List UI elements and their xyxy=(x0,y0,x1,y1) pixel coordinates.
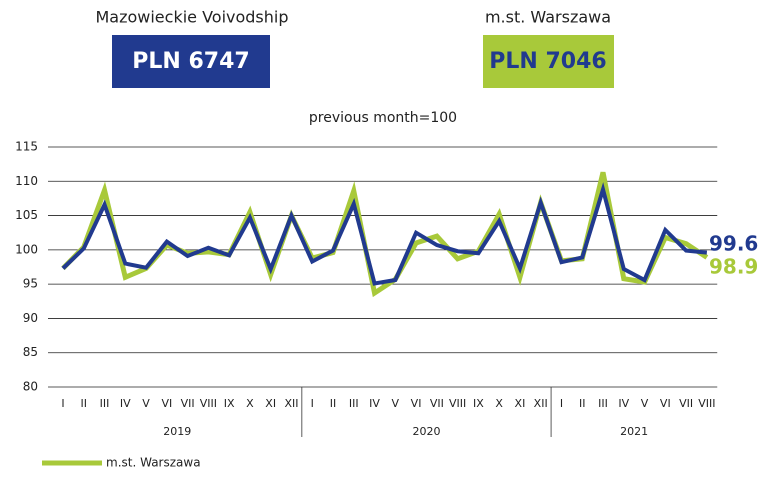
summary-value: PLN 7046 xyxy=(489,49,606,74)
y-tick-label: 105 xyxy=(15,208,38,222)
y-tick-label: 100 xyxy=(15,242,38,256)
x-tick-label: IX xyxy=(473,397,484,410)
x-tick-label: XII xyxy=(534,397,548,410)
x-tick-label: II xyxy=(579,397,586,410)
x-group-label: 2019 xyxy=(163,425,191,438)
x-tick-label: III xyxy=(598,397,608,410)
summary-box xyxy=(112,35,270,88)
x-tick-label: XI xyxy=(265,397,276,410)
x-tick-label: VI xyxy=(660,397,671,410)
subtitle: previous month=100 xyxy=(309,110,457,126)
x-tick-label: II xyxy=(330,397,337,410)
x-tick-label: VIII xyxy=(449,397,466,410)
x-tick-label: VII xyxy=(430,397,444,410)
x-tick-label: I xyxy=(311,397,314,410)
x-tick-label: III xyxy=(100,397,110,410)
x-tick-label: VIII xyxy=(200,397,217,410)
x-tick-label: IV xyxy=(120,397,131,410)
header-name: m.st. Warszawa xyxy=(485,8,611,27)
series-line xyxy=(61,182,708,286)
x-tick-label: X xyxy=(246,397,254,410)
x-tick-label: VI xyxy=(411,397,422,410)
legend-label: m.st. Warszawa xyxy=(106,456,201,470)
end-label: 98.9 xyxy=(709,255,758,279)
x-tick-label: XI xyxy=(515,397,526,410)
x-tick-label: VII xyxy=(679,397,693,410)
x-tick-label: I xyxy=(61,397,64,410)
end-label: 99.6 xyxy=(709,232,758,256)
x-tick-label: V xyxy=(392,397,400,410)
y-tick-label: 110 xyxy=(15,174,38,188)
x-tick-label: IV xyxy=(618,397,629,410)
x-tick-label: X xyxy=(495,397,503,410)
summary-value: PLN 6747 xyxy=(132,49,249,74)
x-tick-label: I xyxy=(560,397,563,410)
x-tick-label: V xyxy=(641,397,649,410)
y-tick-label: 80 xyxy=(23,380,38,394)
y-tick-label: 115 xyxy=(15,140,38,154)
x-tick-label: II xyxy=(81,397,88,410)
y-tick-label: 95 xyxy=(23,277,38,291)
x-tick-label: III xyxy=(349,397,359,410)
x-group-label: 2020 xyxy=(412,425,440,438)
x-tick-label: IV xyxy=(369,397,380,410)
series-line xyxy=(61,171,709,298)
summary-box xyxy=(483,35,614,88)
x-tick-label: XII xyxy=(284,397,298,410)
x-group-label: 2021 xyxy=(620,425,648,438)
x-tick-label: V xyxy=(142,397,150,410)
x-tick-label: VII xyxy=(181,397,195,410)
x-tick-label: VI xyxy=(161,397,172,410)
y-tick-label: 85 xyxy=(23,345,38,359)
x-tick-label: VIII xyxy=(698,397,715,410)
header-name: Mazowieckie Voivodship xyxy=(95,8,288,27)
y-tick-label: 90 xyxy=(23,311,38,325)
x-tick-label: IX xyxy=(224,397,235,410)
